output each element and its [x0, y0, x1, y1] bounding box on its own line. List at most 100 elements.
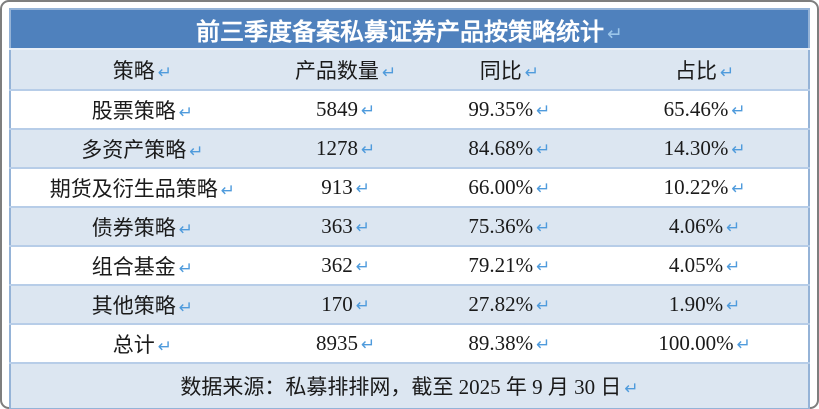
cell-share: 4.06% ↵: [601, 206, 809, 246]
cell-text: 363: [321, 214, 353, 238]
cell-text: 170: [321, 292, 353, 316]
cell-share: 10.22% ↵: [601, 167, 809, 207]
cell-text: 期货及衍生品策略: [49, 176, 218, 201]
header-cell-yoy: 同比 ↵: [417, 48, 602, 90]
cell-text: 100.00%: [658, 331, 734, 355]
cell-share: 1.90% ↵: [601, 284, 809, 324]
cell-text: 总计: [112, 332, 155, 357]
cell-strategy: 多资产策略 ↵: [10, 128, 274, 168]
table-title-row: 前三季度备案私募证券产品按策略统计 ↵: [10, 9, 809, 49]
line-break-mark: ↵: [536, 335, 551, 355]
header-cell-strategy: 策略 ↵: [10, 48, 274, 90]
cell-count: 362 ↵: [273, 245, 418, 285]
header-cell-share: 占比 ↵: [601, 48, 809, 90]
table-row-total: 总计 ↵ 8935 ↵ 89.38% ↵ 100.00% ↵: [10, 323, 809, 363]
table-row: 多资产策略 ↵ 1278 ↵ 84.68% ↵ 14.30% ↵: [10, 128, 809, 168]
cell-text: 4.05%: [668, 253, 724, 277]
cell-text: 1.90%: [668, 292, 724, 316]
line-break-mark: ↵: [726, 257, 741, 277]
cell-text: 多资产策略: [81, 137, 187, 162]
cell-yoy: 27.82% ↵: [417, 284, 602, 324]
line-break-mark: ↵: [607, 22, 623, 45]
cell-yoy: 89.38% ↵: [417, 323, 602, 363]
column-header: 占比: [674, 58, 717, 83]
line-break-mark: ↵: [178, 219, 193, 240]
line-break-mark: ↵: [524, 62, 539, 83]
table-row: 股票策略 ↵ 5849 ↵ 99.35% ↵ 65.46% ↵: [10, 89, 809, 129]
cell-text: 79.21%: [468, 253, 534, 277]
cell-count: 5849 ↵: [273, 89, 418, 129]
line-break-mark: ↵: [719, 62, 735, 83]
cell-share: 14.30% ↵: [601, 128, 809, 168]
line-break-mark: ↵: [178, 102, 193, 123]
line-break-mark: ↵: [731, 101, 746, 121]
cell-text: 27.82%: [468, 292, 534, 316]
cell-text: 99.35%: [468, 97, 534, 121]
line-break-mark: ↵: [220, 180, 235, 201]
cell-text: 362: [321, 253, 353, 277]
line-break-mark: ↵: [355, 296, 370, 316]
cell-yoy: 99.35% ↵: [417, 89, 602, 129]
line-break-mark: ↵: [178, 297, 193, 318]
line-break-mark: ↵: [178, 258, 193, 279]
cell-text: 组合基金: [91, 254, 176, 279]
cell-yoy: 66.00% ↵: [417, 167, 602, 207]
cell-count: 170 ↵: [273, 284, 418, 324]
cell-share: 4.05% ↵: [601, 245, 809, 285]
cell-share: 65.46% ↵: [601, 89, 809, 129]
line-break-mark: ↵: [536, 179, 551, 199]
line-break-mark: ↵: [355, 218, 370, 238]
line-break-mark: ↵: [731, 140, 746, 160]
cell-strategy: 债券策略 ↵: [10, 206, 274, 246]
line-break-mark: ↵: [189, 141, 204, 162]
column-header: 策略: [112, 58, 155, 83]
cell-text: 913: [321, 175, 353, 199]
cell-count: 913 ↵: [273, 167, 418, 207]
line-break-mark: ↵: [536, 257, 551, 277]
cell-text: 4.06%: [668, 214, 724, 238]
cell-text: 5849: [315, 97, 358, 121]
data-source-cell: 数据来源：私募排排网，截至 2025 年 9 月 30 日 ↵: [10, 362, 809, 409]
cell-strategy: 组合基金 ↵: [10, 245, 274, 285]
cell-count: 1278 ↵: [273, 128, 418, 168]
table-row: 组合基金 ↵ 362 ↵ 79.21% ↵ 4.05% ↵: [10, 245, 809, 285]
cell-yoy: 79.21% ↵: [417, 245, 602, 285]
cell-yoy: 75.36% ↵: [417, 206, 602, 246]
line-break-mark: ↵: [731, 179, 746, 199]
cell-text: 75.36%: [468, 214, 534, 238]
cell-text: 66.00%: [468, 175, 534, 199]
cell-share: 100.00% ↵: [601, 323, 809, 363]
cell-text: 股票策略: [91, 98, 176, 123]
line-break-mark: ↵: [157, 62, 172, 83]
line-break-mark: ↵: [355, 257, 370, 277]
line-break-mark: ↵: [536, 296, 551, 316]
cell-text: 10.22%: [663, 175, 729, 199]
cell-strategy: 其他策略 ↵: [10, 284, 274, 324]
line-break-mark: ↵: [726, 296, 741, 316]
cell-count: 8935 ↵: [273, 323, 418, 363]
cell-text: 65.46%: [663, 97, 729, 121]
line-break-mark: ↵: [360, 140, 376, 160]
cell-yoy: 84.68% ↵: [417, 128, 602, 168]
cell-text: 其他策略: [91, 293, 176, 318]
line-break-mark: ↵: [536, 140, 551, 160]
cell-strategy: 股票策略 ↵: [10, 89, 274, 129]
line-break-mark: ↵: [736, 335, 751, 355]
line-break-mark: ↵: [360, 101, 376, 121]
table-title-cell: 前三季度备案私募证券产品按策略统计 ↵: [10, 9, 809, 49]
column-header: 同比: [479, 58, 522, 83]
column-header: 产品数量: [294, 58, 379, 83]
table-row: 其他策略 ↵ 170 ↵ 27.82% ↵ 1.90% ↵: [10, 284, 809, 324]
table-row: 债券策略 ↵ 363 ↵ 75.36% ↵ 4.06% ↵: [10, 206, 809, 246]
line-break-mark: ↵: [624, 379, 639, 399]
line-break-mark: ↵: [726, 218, 741, 238]
line-break-mark: ↵: [360, 335, 376, 355]
header-cell-count: 产品数量 ↵: [273, 48, 418, 90]
table-header-row: 策略 ↵ 产品数量 ↵ 同比 ↵ 占比 ↵: [10, 48, 809, 90]
cell-text: 债券策略: [91, 215, 176, 240]
cell-text: 84.68%: [468, 136, 534, 160]
line-break-mark: ↵: [355, 179, 370, 199]
line-break-mark: ↵: [157, 336, 172, 357]
cell-text: 14.30%: [663, 136, 729, 160]
